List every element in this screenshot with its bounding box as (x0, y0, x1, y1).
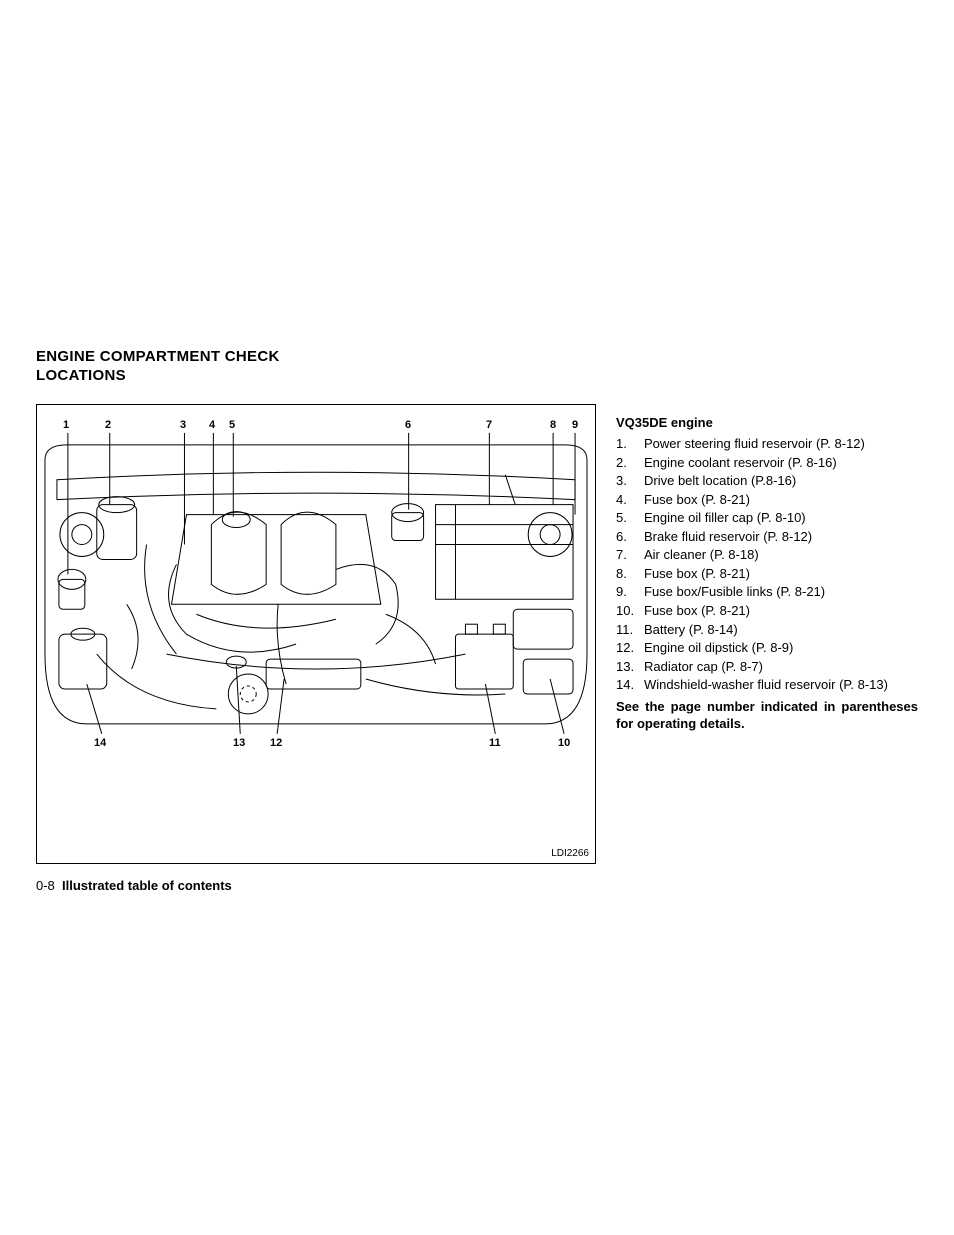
legend-footnote: See the page number indicated in parenth… (616, 698, 918, 733)
legend-item-label: Engine oil dipstick (P. 8-9) (644, 639, 793, 657)
callout-number: 12 (270, 737, 282, 749)
legend-item-label: Fuse box (P. 8-21) (644, 565, 750, 583)
legend-item-number: 8. (616, 565, 644, 583)
callout-number: 2 (105, 419, 111, 431)
engine-illustration (37, 405, 595, 863)
callout-number: 7 (486, 419, 492, 431)
legend-item-label: Windshield-washer fluid reservoir (P. 8-… (644, 676, 888, 694)
legend-item-number: 1. (616, 435, 644, 453)
callout-number: 1 (63, 419, 69, 431)
legend-item-number: 14. (616, 676, 644, 694)
legend-item: 6.Brake fluid reservoir (P. 8-12) (616, 528, 918, 546)
callout-number: 13 (233, 737, 245, 749)
legend-item-number: 4. (616, 491, 644, 509)
engine-model-heading: VQ35DE engine (616, 414, 918, 432)
legend-item-number: 7. (616, 546, 644, 564)
callout-number: 11 (489, 737, 501, 749)
component-legend: 1.Power steering fluid reservoir (P. 8-1… (616, 435, 918, 694)
legend-item-number: 6. (616, 528, 644, 546)
legend-item-label: Radiator cap (P. 8-7) (644, 658, 763, 676)
section-heading-line2: LOCATIONS (36, 367, 126, 384)
legend-item-label: Engine coolant reservoir (P. 8-16) (644, 454, 837, 472)
legend-item: 14.Windshield-washer fluid reservoir (P.… (616, 676, 918, 694)
section-heading-line1: ENGINE COMPARTMENT CHECK (36, 348, 280, 365)
callout-number: 4 (209, 419, 215, 431)
section-heading: ENGINE COMPARTMENT CHECK LOCATIONS (36, 348, 918, 386)
legend-item: 11.Battery (P. 8-14) (616, 621, 918, 639)
legend-item-label: Fuse box (P. 8-21) (644, 602, 750, 620)
legend-item-number: 5. (616, 509, 644, 527)
callout-number: 14 (94, 737, 106, 749)
callout-number: 9 (572, 419, 578, 431)
legend-item-number: 11. (616, 621, 644, 639)
page-footer: 0-8 Illustrated table of contents (36, 878, 596, 893)
legend-item-label: Drive belt location (P.8-16) (644, 472, 796, 490)
callout-number: 5 (229, 419, 235, 431)
legend-item-label: Power steering fluid reservoir (P. 8-12) (644, 435, 865, 453)
callout-number: 8 (550, 419, 556, 431)
legend-item-label: Brake fluid reservoir (P. 8-12) (644, 528, 812, 546)
legend-item-number: 12. (616, 639, 644, 657)
legend-item: 10.Fuse box (P. 8-21) (616, 602, 918, 620)
diagram-code: LDI2266 (551, 848, 589, 859)
legend-item: 13.Radiator cap (P. 8-7) (616, 658, 918, 676)
legend-item: 3.Drive belt location (P.8-16) (616, 472, 918, 490)
legend-item-label: Battery (P. 8-14) (644, 621, 738, 639)
legend-item-label: Engine oil filler cap (P. 8-10) (644, 509, 806, 527)
legend-item-label: Fuse box/Fusible links (P. 8-21) (644, 583, 825, 601)
legend-item-label: Air cleaner (P. 8-18) (644, 546, 759, 564)
legend-item: 8.Fuse box (P. 8-21) (616, 565, 918, 583)
legend-item-number: 2. (616, 454, 644, 472)
legend-item: 4.Fuse box (P. 8-21) (616, 491, 918, 509)
legend-item: 1.Power steering fluid reservoir (P. 8-1… (616, 435, 918, 453)
legend-item-number: 13. (616, 658, 644, 676)
legend-item: 2.Engine coolant reservoir (P. 8-16) (616, 454, 918, 472)
legend-item: 12.Engine oil dipstick (P. 8-9) (616, 639, 918, 657)
engine-diagram: 123456789 1413121110 LDI2266 (36, 404, 596, 864)
legend-item-number: 3. (616, 472, 644, 490)
callout-number: 3 (180, 419, 186, 431)
callout-number: 6 (405, 419, 411, 431)
legend-item-number: 10. (616, 602, 644, 620)
page-number: 0-8 (36, 878, 55, 893)
legend-item-number: 9. (616, 583, 644, 601)
legend-item-label: Fuse box (P. 8-21) (644, 491, 750, 509)
legend-item: 5.Engine oil filler cap (P. 8-10) (616, 509, 918, 527)
legend-item: 9.Fuse box/Fusible links (P. 8-21) (616, 583, 918, 601)
footer-section-title: Illustrated table of contents (62, 878, 232, 893)
callout-number: 10 (558, 737, 570, 749)
legend-item: 7.Air cleaner (P. 8-18) (616, 546, 918, 564)
